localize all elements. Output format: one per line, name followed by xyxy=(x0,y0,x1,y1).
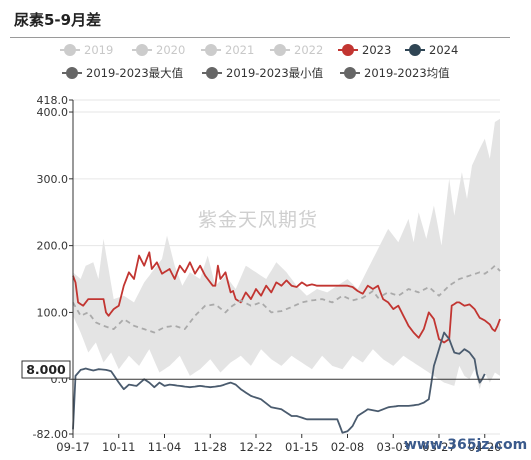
legend-item-2019-2023最大值[interactable]: 2019-2023最大值 xyxy=(62,65,183,81)
legend-label: 2023 xyxy=(362,43,392,57)
series-line-2024 xyxy=(72,331,486,434)
series-lines xyxy=(72,251,501,434)
series-line-2023 xyxy=(72,251,501,344)
axes xyxy=(69,99,500,438)
y-tick-label: 300.0 xyxy=(37,173,69,186)
legend-label: 2019 xyxy=(84,43,114,57)
y-tick-label: 200.0 xyxy=(37,240,69,253)
legend-label: 2019-2023最小值 xyxy=(226,66,324,80)
chart-title: 尿素5-9月差 xyxy=(14,11,102,29)
min-max-band xyxy=(73,118,500,390)
legend-label: 2019-2023最大值 xyxy=(86,66,184,80)
legend-label: 2021 xyxy=(225,43,255,57)
x-tick-label: 11-04 xyxy=(148,440,181,454)
legend-marker-icon xyxy=(202,67,222,79)
legend-marker-icon xyxy=(62,67,82,79)
x-tick-label: 03-27 xyxy=(422,440,455,454)
legend-label: 2024 xyxy=(429,43,459,57)
legend-item-2023[interactable]: 2023 xyxy=(338,42,391,58)
y-tick-label: 0.0 xyxy=(51,373,69,386)
x-tick-label: 04-20 xyxy=(468,440,501,454)
legend-label: 2019-2023均值 xyxy=(364,66,450,80)
x-tick-label: 12-22 xyxy=(239,440,272,454)
y-tick-label: 418.0 xyxy=(37,94,69,107)
x-tick-label: 02-08 xyxy=(331,440,364,454)
legend-marker-icon xyxy=(338,44,358,56)
legend-item-2019-2023最小值[interactable]: 2019-2023最小值 xyxy=(202,65,323,81)
legend-item-2019[interactable]: 2019 xyxy=(60,42,113,58)
watermark-text: 紫金天风期货 xyxy=(198,209,319,231)
legend-item-2020[interactable]: 2020 xyxy=(132,42,185,58)
legend-marker-icon xyxy=(340,67,360,79)
min-max-band-area xyxy=(73,118,500,390)
legend-label: 2020 xyxy=(156,43,186,57)
legend-item-2019-2023均值[interactable]: 2019-2023均值 xyxy=(340,65,450,81)
legend-marker-icon xyxy=(60,44,80,56)
legend-item-2021[interactable]: 2021 xyxy=(201,42,254,58)
legend-marker-icon xyxy=(405,44,425,56)
x-tick-label: 11-28 xyxy=(194,440,227,454)
site-watermark: www.365jz.com xyxy=(404,437,528,453)
y-tick-label: -82.00 xyxy=(33,428,68,441)
series-line-2019-2023均值 xyxy=(72,264,501,334)
legend-label: 2022 xyxy=(294,43,324,57)
legend-item-2024[interactable]: 2024 xyxy=(405,42,458,58)
legend-item-2022[interactable]: 2022 xyxy=(270,42,323,58)
x-tick-label: 09-17 xyxy=(56,440,89,454)
y-tick-label: 100.0 xyxy=(37,306,69,319)
title-divider xyxy=(10,37,510,38)
x-tick-label: 10-11 xyxy=(102,440,135,454)
legend-marker-icon xyxy=(270,44,290,56)
x-tick-label: 01-15 xyxy=(285,440,318,454)
legend-marker-icon xyxy=(132,44,152,56)
x-tick-label: 03-03 xyxy=(377,440,410,454)
legend-marker-icon xyxy=(201,44,221,56)
y-tick-label: 400.0 xyxy=(37,106,69,119)
